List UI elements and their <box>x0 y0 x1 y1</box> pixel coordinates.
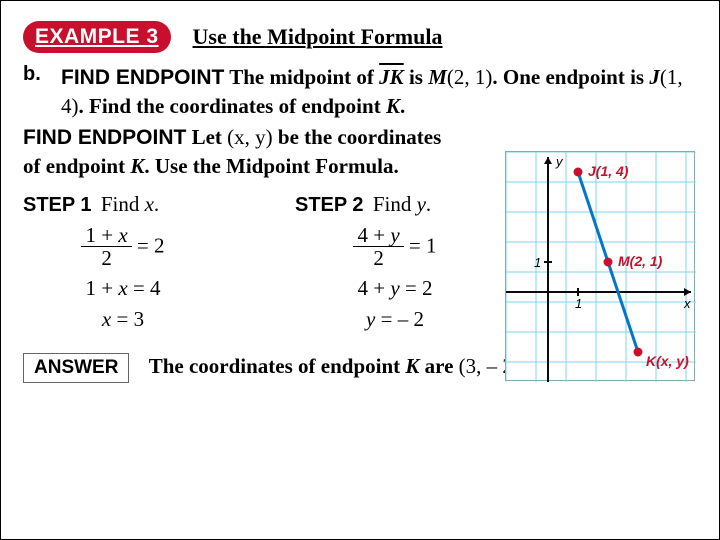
step2-eq2: 4 + y = 2 <box>295 276 495 301</box>
slide-title: Use the Midpoint Formula <box>193 24 443 50</box>
example-badge: EXAMPLE 3 <box>23 21 171 53</box>
step2-eq3: y = – 2 <box>295 307 495 332</box>
problem-text: FIND ENDPOINT The midpoint of JK is M(2,… <box>61 63 697 121</box>
setup-text: FIND ENDPOINT Let (x, y) be the coordina… <box>23 123 463 181</box>
step2-eq1: 4 + y2 = 1 <box>295 225 495 270</box>
svg-text:1: 1 <box>575 296 582 311</box>
step-1-label: STEP 1 <box>23 194 92 216</box>
step1-eq2: 1 + x = 4 <box>23 276 223 301</box>
item-label: b. <box>23 63 61 86</box>
step-1: STEP 1 Find x. 1 + x2 = 2 1 + x = 4 x = … <box>23 190 223 337</box>
answer-badge: ANSWER <box>23 353 129 383</box>
step-2-label: STEP 2 <box>295 194 364 216</box>
svg-text:M(2, 1): M(2, 1) <box>618 253 663 269</box>
svg-text:K(x, y): K(x, y) <box>646 353 689 369</box>
svg-text:y: y <box>555 154 564 169</box>
find-endpoint-heading: FIND ENDPOINT <box>61 66 224 89</box>
coordinate-graph: 1 1 x y J(1, 4) M(2, 1) K(x, y) <box>505 151 695 381</box>
step-2: STEP 2 Find y. 4 + y2 = 1 4 + y = 2 y = … <box>295 190 495 337</box>
svg-text:1: 1 <box>534 255 541 270</box>
svg-text:x: x <box>683 296 691 311</box>
step1-eq1: 1 + x2 = 2 <box>23 225 223 270</box>
svg-text:J(1, 4): J(1, 4) <box>588 163 629 179</box>
step1-eq3: x = 3 <box>23 307 223 332</box>
